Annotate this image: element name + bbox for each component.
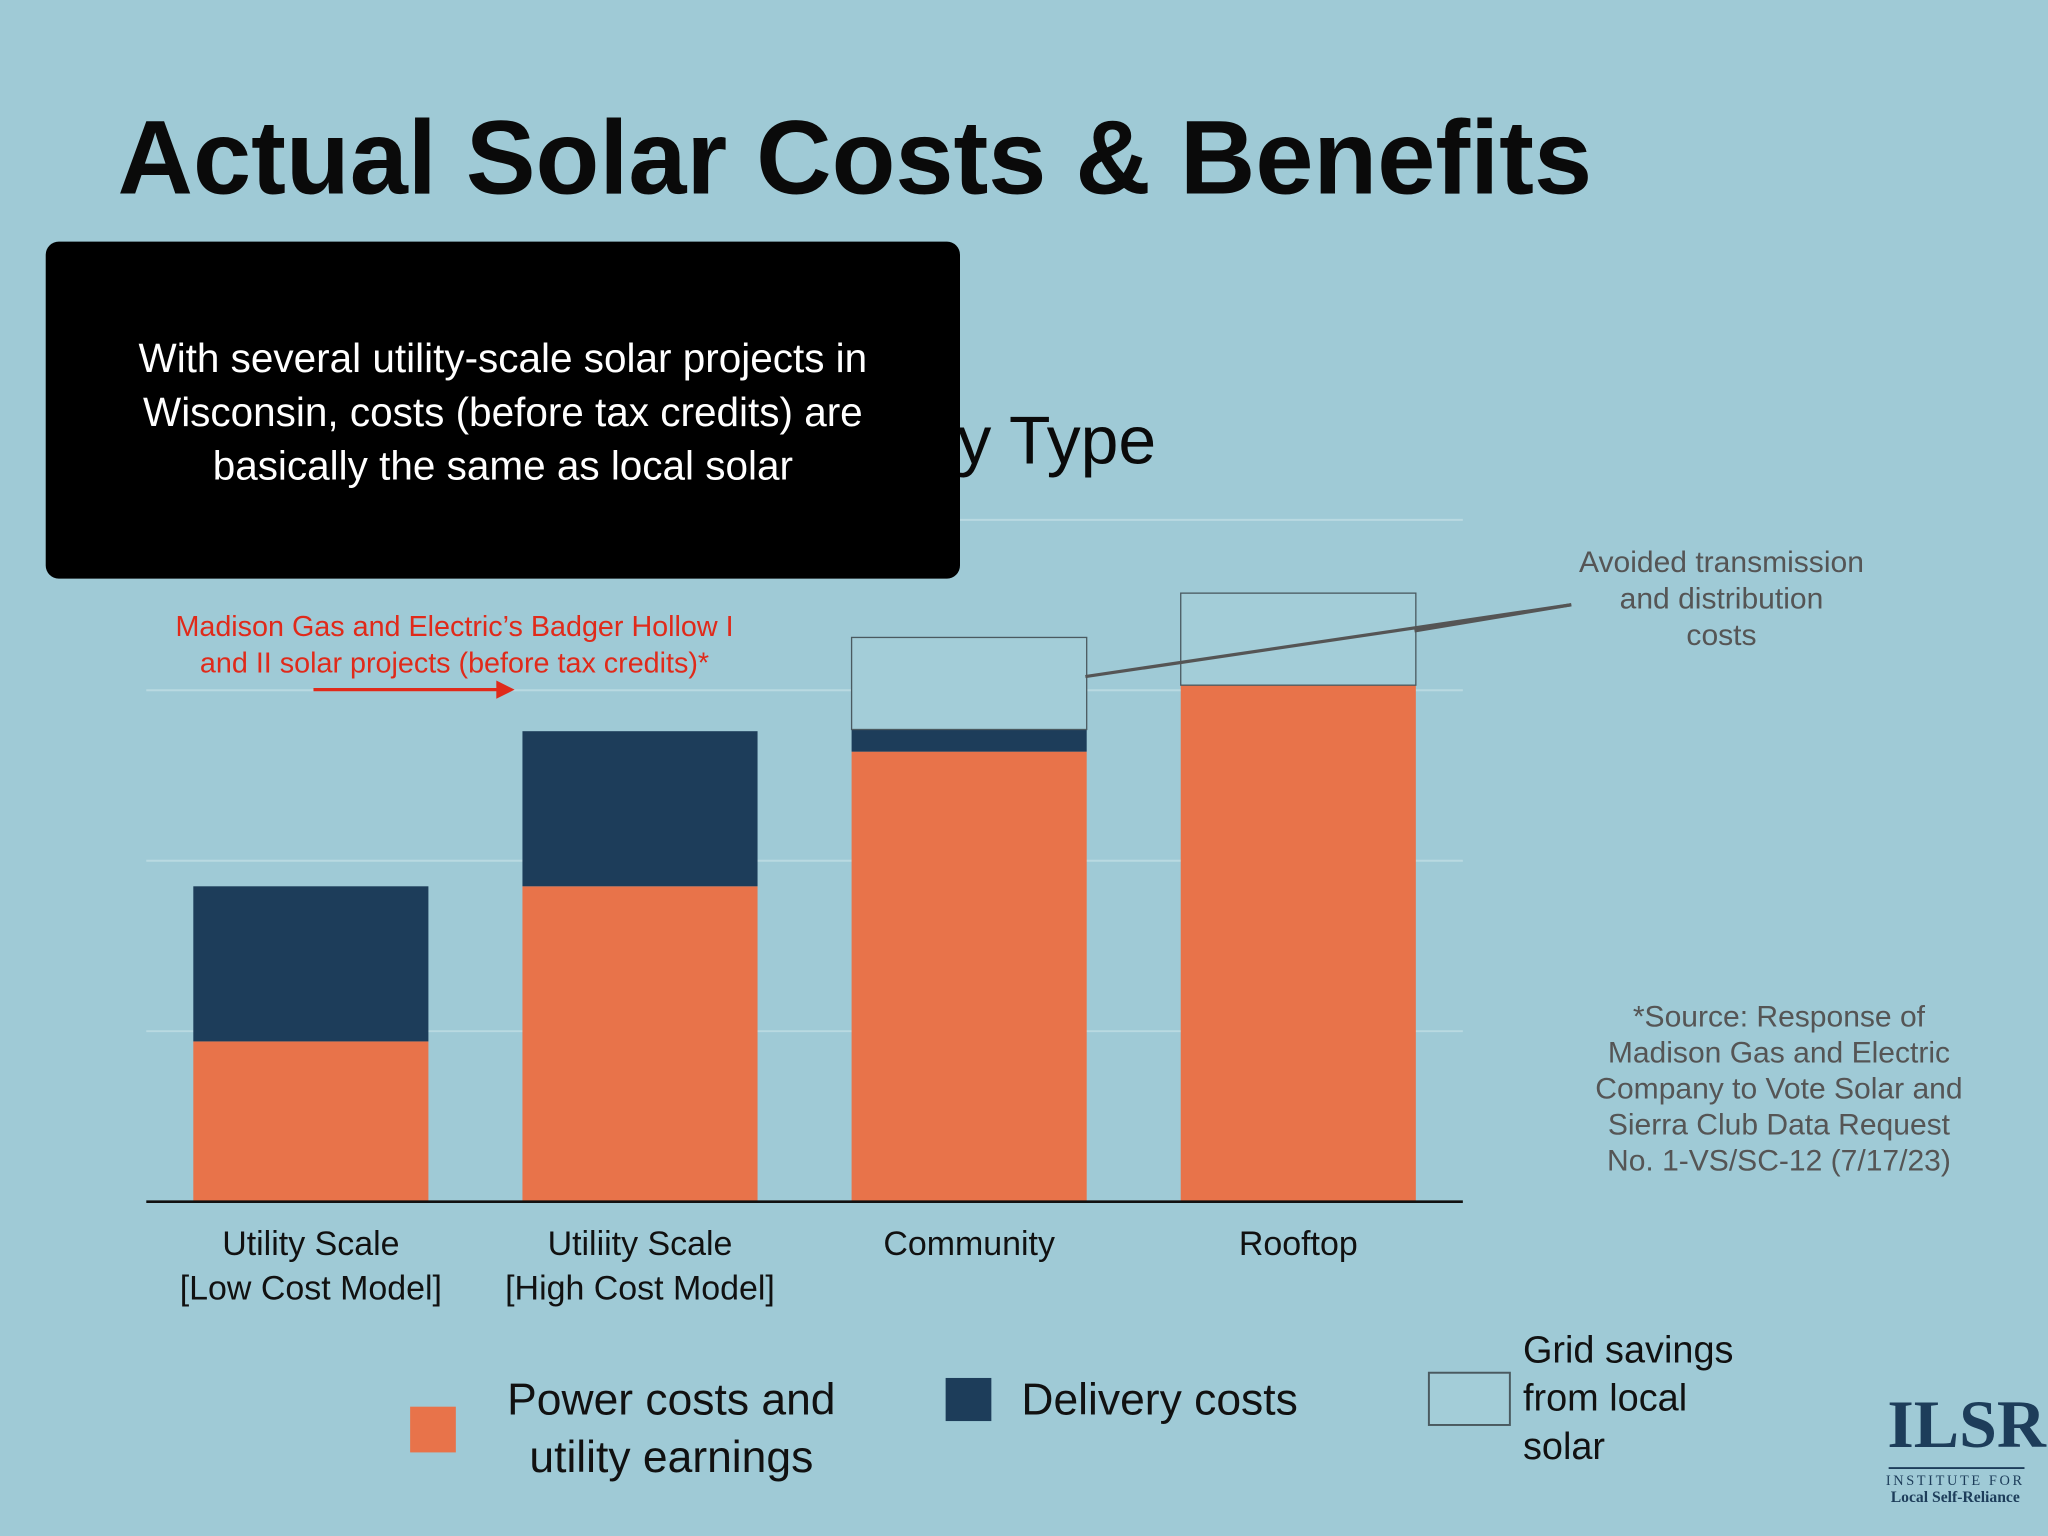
arrow-head <box>496 680 515 699</box>
x-tick-label: Community <box>883 1225 1055 1263</box>
legend-swatch <box>1427 1371 1511 1426</box>
bar-segment <box>850 636 1088 731</box>
logo-mark: ILSR <box>1887 1386 2046 1462</box>
x-tick-label: Rooftop <box>1239 1225 1358 1263</box>
legend-entry: Power costs and utility earnings <box>507 1375 836 1483</box>
bar-segment <box>522 731 758 887</box>
legend-swatch <box>410 1406 456 1453</box>
bar-segment <box>851 729 1087 752</box>
legend-entry: Grid savings from local solar <box>1522 1329 1734 1469</box>
annotation: costs <box>1686 619 1756 652</box>
legend-swatch <box>945 1377 992 1422</box>
annotation: Sierra Club Data Request <box>1608 1108 1951 1141</box>
callout-box <box>45 241 960 579</box>
bar-segment <box>1180 685 1416 1202</box>
annotation: Wisconsin, costs (before tax credits) ar… <box>143 389 863 435</box>
annotation: With several utility-scale solar project… <box>139 335 868 381</box>
x-tick-label: Utility Scale <box>222 1225 399 1263</box>
leader-line <box>1414 603 1572 633</box>
annotation: Company to Vote Solar and <box>1595 1072 1962 1105</box>
annotation: and distribution <box>1620 583 1824 616</box>
legend-label: Grid savings from local solar <box>1522 1329 1734 1469</box>
chart-title: Actual Solar Costs & Benefits <box>118 99 1593 216</box>
bar-segment <box>193 886 429 1042</box>
annotation: basically the same as local solar <box>213 442 793 488</box>
bar-segment <box>193 1041 429 1202</box>
legend-label: Delivery costs <box>1021 1375 1298 1425</box>
legend-label: Power costs and utility earnings <box>507 1375 836 1483</box>
x-tick-label: [Low Cost Model] <box>180 1270 442 1308</box>
annotation: No. 1-VS/SC-12 (7/17/23) <box>1607 1144 1951 1177</box>
x-tick-label: Utiliity Scale <box>548 1225 733 1263</box>
annotation: *Source: Response of <box>1633 1001 1926 1034</box>
logo-line: Local Self-Reliance <box>1891 1489 2020 1506</box>
x-tick-label: [High Cost Model] <box>505 1270 775 1308</box>
bar-segment <box>851 751 1087 1202</box>
legend-entry: Delivery costs <box>1021 1375 1298 1425</box>
subtitle: y Type <box>957 404 1156 479</box>
annotation: Madison Gas and Electric <box>1608 1037 1950 1070</box>
annotation: Avoided transmission <box>1579 546 1864 579</box>
annotation: and II solar projects (before tax credit… <box>200 648 709 680</box>
bar-segment <box>1180 592 1417 686</box>
logo-line: INSTITUTE FOR <box>1886 1473 2025 1489</box>
annotation: Madison Gas and Electric’s Badger Hollow… <box>175 611 733 643</box>
bar-segment <box>522 886 758 1202</box>
